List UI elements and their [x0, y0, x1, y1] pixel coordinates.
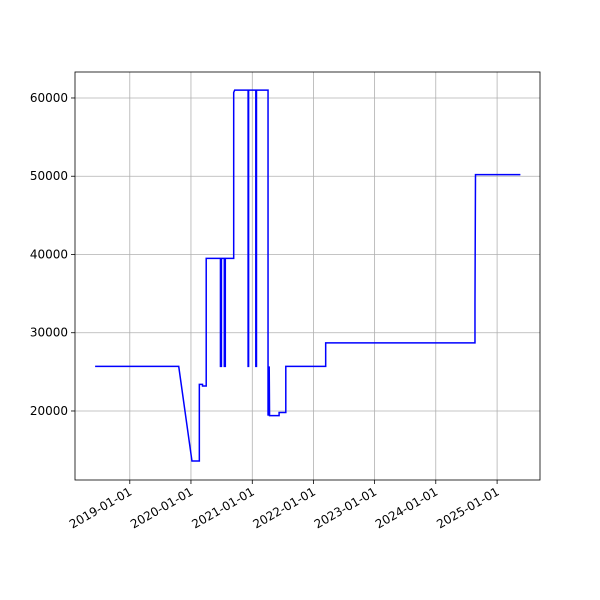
x-tick-label: 2023-01-01: [312, 484, 379, 531]
data-line: [95, 89, 521, 462]
x-tick-label: 2024-01-01: [373, 484, 440, 531]
x-tick-label: 2019-01-01: [67, 484, 134, 531]
y-tick-label: 30000: [30, 326, 68, 340]
y-tick-label: 60000: [30, 91, 68, 105]
x-tick-label: 2022-01-01: [251, 484, 318, 531]
plot-frame: [74, 71, 541, 481]
x-tick-label: 2020-01-01: [128, 484, 195, 531]
x-tick-label: 2025-01-01: [434, 484, 501, 531]
y-tick-label: 20000: [30, 404, 68, 418]
y-tick-label: 40000: [30, 247, 68, 261]
x-tick-label: 2021-01-01: [189, 484, 256, 531]
y-tick-label: 50000: [30, 169, 68, 183]
